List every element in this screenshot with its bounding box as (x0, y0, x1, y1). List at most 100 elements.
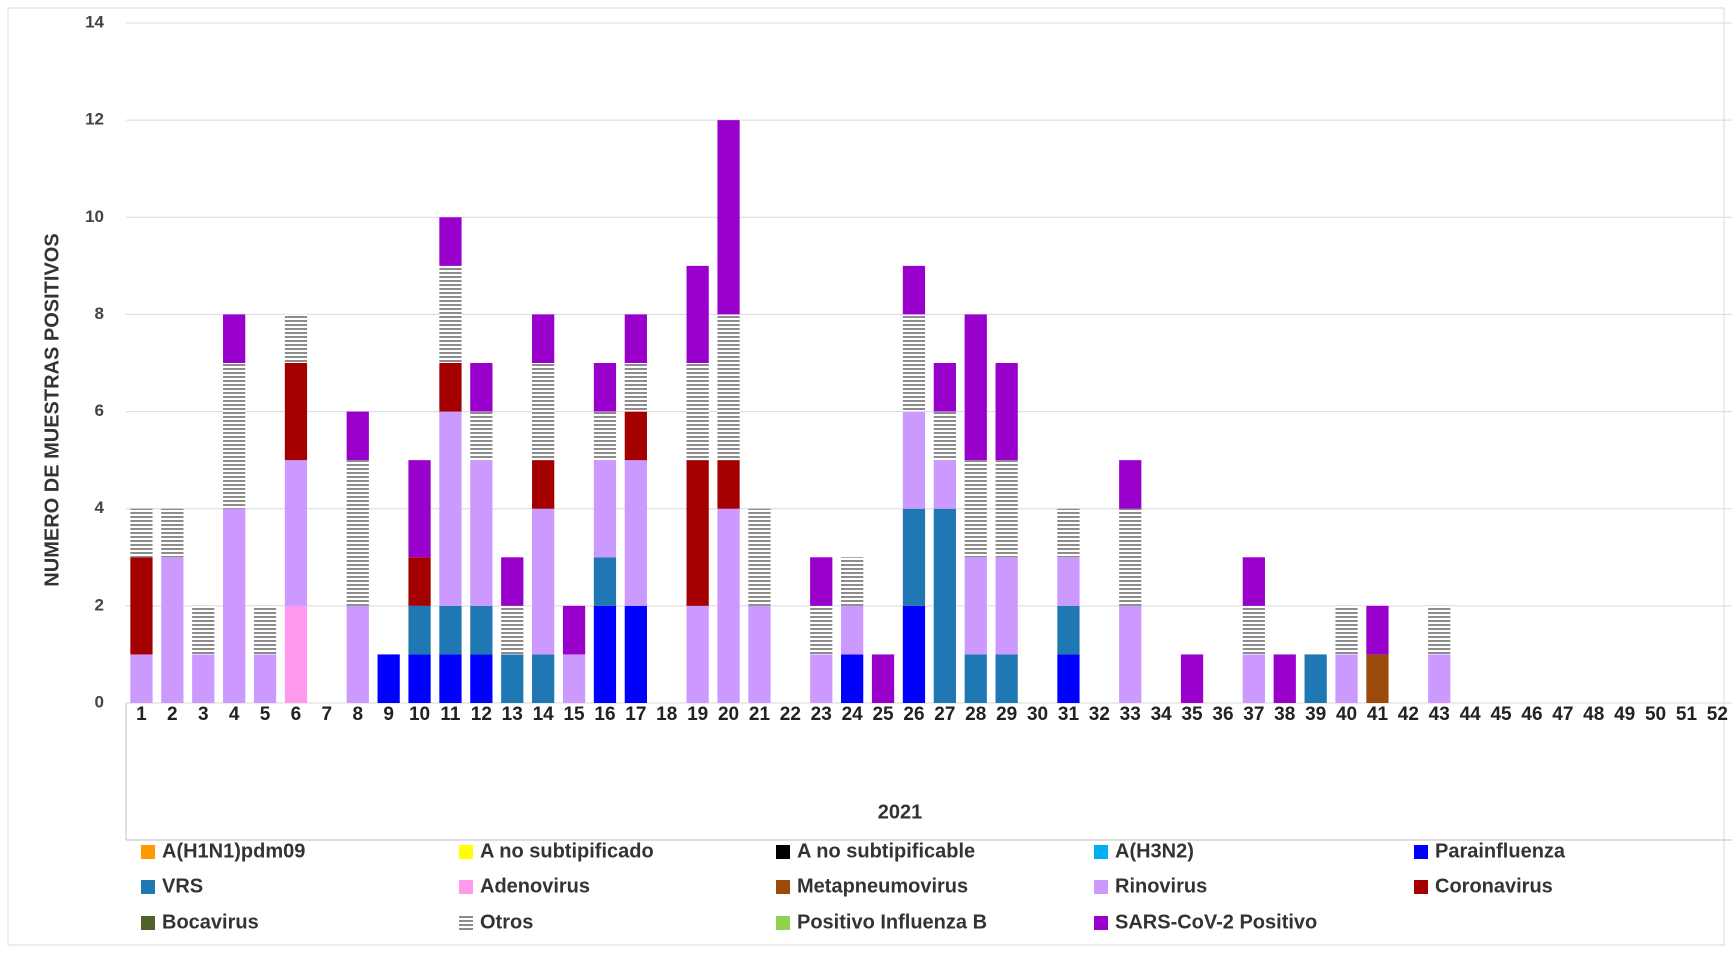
x-tick-label: 16 (594, 704, 615, 725)
bar-segment (593, 557, 617, 606)
bar-segment (964, 557, 987, 655)
bar-segment (995, 460, 1018, 558)
legend-label: Rinovirus (1115, 875, 1207, 897)
x-tick-label: 50 (1645, 704, 1666, 725)
bar-segment (284, 605, 308, 703)
bar-segment (810, 605, 833, 655)
legend-label: A no subtipificable (797, 840, 975, 862)
bar-segment (439, 217, 462, 266)
bar-segment (284, 363, 308, 461)
legend-swatch (1414, 845, 1428, 859)
bar-segment (841, 605, 864, 655)
legend-swatch (1094, 880, 1108, 894)
bar-segment (223, 314, 246, 363)
bar-segment (439, 411, 462, 606)
legend-label: A(H3N2) (1115, 840, 1194, 862)
bar-segment (1057, 557, 1080, 606)
y-tick-label: 14 (85, 12, 104, 31)
bar-segment (810, 557, 833, 606)
bar-segment (253, 654, 277, 703)
legend-label: Bocavirus (162, 911, 259, 933)
bar-segment (995, 654, 1018, 703)
x-tick-label: 13 (502, 704, 523, 725)
bar-segment (593, 363, 617, 412)
bar-segment (1180, 654, 1204, 703)
bar-segment (1119, 460, 1142, 509)
x-tick-label: 51 (1676, 704, 1698, 725)
bar-segment (377, 654, 400, 703)
y-axis-title: NUMERO DE MUESTRAS POSITIVOS (41, 233, 63, 586)
bar-segment (593, 411, 617, 461)
bar-segment (1242, 654, 1265, 703)
x-tick-label: 24 (842, 704, 864, 725)
bar-segment (161, 557, 184, 703)
bar-segment (624, 314, 647, 363)
chart-border (7, 7, 1725, 946)
x-axis-title: 2021 (878, 801, 923, 823)
bar-segment (1057, 654, 1080, 703)
x-tick-label: 29 (996, 704, 1017, 725)
bar-segment (1119, 508, 1142, 606)
legend-label: Metapneumovirus (797, 875, 968, 897)
bar-segment (593, 460, 617, 558)
bar-segment (1119, 605, 1142, 703)
bar-segment (902, 508, 926, 606)
x-tick-label: 31 (1058, 704, 1080, 725)
legend-swatch (1094, 916, 1108, 930)
legend-label: A(H1N1)pdm09 (162, 840, 305, 862)
x-tick-label: 1 (136, 704, 147, 725)
x-tick-label: 17 (625, 704, 646, 725)
bar-segment (223, 508, 246, 703)
bar-segment (439, 605, 462, 655)
bar-segment (871, 654, 895, 703)
x-tick-label: 21 (749, 704, 771, 725)
bar-segment (748, 605, 771, 703)
bar-segment (686, 363, 709, 461)
bar-segment (253, 605, 277, 655)
bar-segment (624, 363, 647, 412)
legend-label: Parainfluenza (1435, 840, 1566, 862)
legend-swatch (459, 880, 473, 894)
legend-label: Otros (480, 911, 533, 933)
bar-segment (964, 654, 987, 703)
bar-segment (1057, 508, 1080, 558)
y-tick-label: 12 (85, 110, 104, 129)
x-tick-label: 9 (383, 704, 394, 725)
bar-segment (439, 654, 462, 703)
legend-swatch (776, 845, 790, 859)
bar-segment (964, 460, 987, 558)
bar-segment (346, 460, 369, 606)
bar-segment (1335, 605, 1358, 655)
y-tick-label: 4 (95, 498, 105, 517)
bar-segment (130, 557, 153, 655)
bar-segment (902, 265, 926, 315)
x-tick-label: 35 (1181, 704, 1203, 725)
legend-swatch (459, 916, 473, 930)
bar-segment (1242, 557, 1265, 606)
bar-segment (1366, 654, 1389, 703)
bar-segment (624, 605, 647, 703)
bar-segment (1366, 605, 1389, 655)
bar-segment (130, 508, 153, 558)
bar-segment (902, 314, 926, 412)
legend-label: Coronavirus (1435, 875, 1553, 897)
bar-segment (470, 605, 493, 655)
x-tick-label: 52 (1707, 704, 1728, 725)
bar-segment (408, 557, 431, 606)
bar-segment (532, 314, 555, 363)
y-tick-label: 2 (95, 595, 104, 614)
legend-swatch (141, 845, 155, 859)
x-tick-label: 30 (1027, 704, 1048, 725)
x-tick-label: 19 (687, 704, 708, 725)
x-tick-label: 39 (1305, 704, 1326, 725)
x-tick-label: 6 (291, 704, 302, 725)
bar-segment (532, 654, 555, 703)
bar-segment (841, 557, 864, 606)
bar-segment (717, 120, 740, 315)
y-tick-label: 6 (95, 401, 104, 420)
legend-swatch (776, 880, 790, 894)
bar-segment (686, 460, 709, 606)
x-tick-label: 26 (903, 704, 924, 725)
bar-segment (439, 363, 462, 412)
bar-segment (532, 363, 555, 461)
